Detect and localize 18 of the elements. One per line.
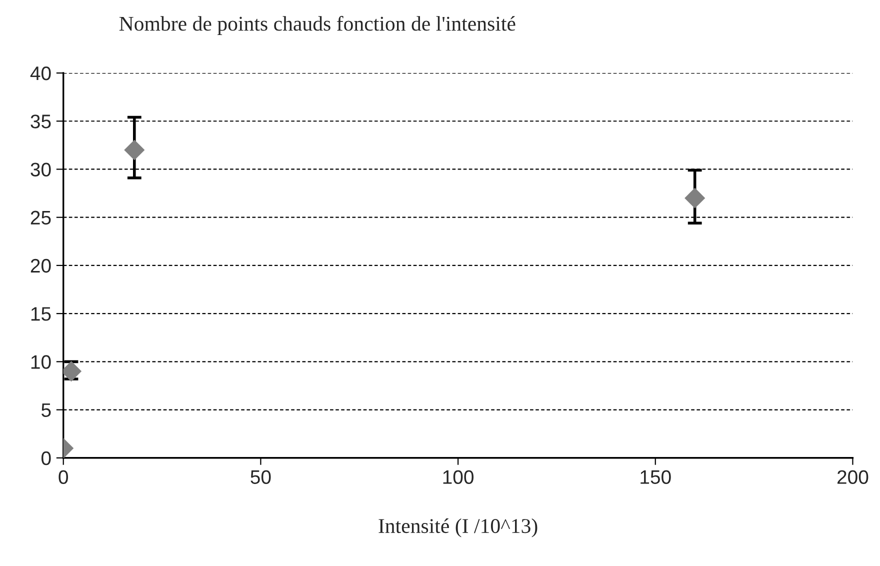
- x-axis-title: Intensité (I /10^13): [378, 518, 538, 538]
- y-tick-label: 20: [30, 258, 51, 273]
- y-tick-label: 25: [30, 210, 51, 225]
- chart-title: Nombre de points chauds fonction de l'intensité: [119, 16, 516, 36]
- y-tick-label: 15: [31, 307, 51, 321]
- x-tick-label: 150: [640, 470, 671, 484]
- x-tick-label: 50: [250, 470, 271, 484]
- y-tick-label: 10: [31, 355, 51, 369]
- y-tick-label: 5: [42, 403, 51, 418]
- point: [124, 140, 145, 160]
- x-tick-label: 0: [58, 470, 68, 484]
- x-tick-label: 200: [837, 470, 868, 484]
- y-tick-label: 40: [30, 66, 51, 80]
- point: [684, 188, 706, 208]
- x-tick-label: 100: [443, 470, 474, 484]
- y-tick-label: 35: [30, 114, 51, 128]
- y-tick-label: 30: [30, 162, 51, 176]
- y-tick-label: 0: [42, 451, 51, 466]
